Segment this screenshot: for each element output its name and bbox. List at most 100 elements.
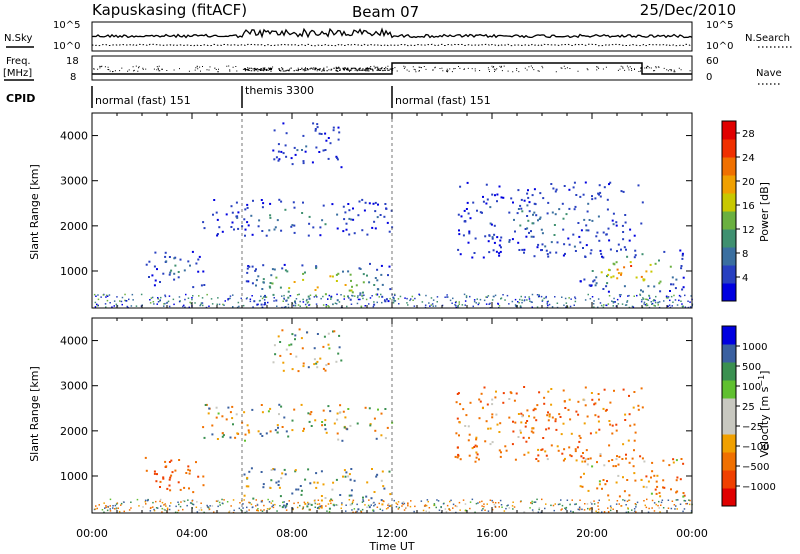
range-cell bbox=[683, 494, 686, 497]
range-cell bbox=[632, 406, 635, 409]
range-cell bbox=[329, 142, 332, 145]
range-cell bbox=[551, 306, 554, 308]
range-cell bbox=[454, 301, 457, 304]
range-cell bbox=[244, 433, 247, 436]
range-cell bbox=[332, 330, 334, 333]
range-cell bbox=[283, 298, 285, 300]
range-cell bbox=[644, 304, 647, 306]
range-cell bbox=[268, 508, 271, 510]
range-cell bbox=[585, 244, 588, 247]
range-cell bbox=[333, 330, 336, 333]
range-cell bbox=[159, 281, 161, 283]
range-cell bbox=[573, 208, 576, 211]
range-cell bbox=[647, 299, 650, 301]
range-cell bbox=[291, 429, 294, 432]
colorbar-tick-label: −100 bbox=[742, 442, 769, 453]
range-cell bbox=[178, 459, 181, 461]
range-cell bbox=[672, 461, 675, 464]
range-cell bbox=[533, 255, 536, 258]
range-cell bbox=[537, 243, 540, 246]
range-cell bbox=[368, 407, 371, 410]
range-cell bbox=[307, 295, 310, 298]
range-cell bbox=[519, 429, 522, 432]
range-cell bbox=[380, 479, 383, 482]
range-cell bbox=[157, 301, 160, 303]
range-cell bbox=[189, 502, 192, 504]
range-cell bbox=[202, 484, 205, 487]
range-cell bbox=[459, 403, 462, 406]
range-cell bbox=[531, 306, 533, 308]
range-cell bbox=[658, 301, 661, 303]
range-cell bbox=[469, 295, 471, 298]
range-cell bbox=[574, 450, 577, 453]
range-cell bbox=[394, 294, 396, 296]
range-cell bbox=[536, 246, 539, 249]
range-cell bbox=[469, 217, 472, 220]
range-cell bbox=[560, 499, 562, 501]
range-cell bbox=[149, 302, 152, 304]
range-cell bbox=[347, 295, 349, 298]
range-cell bbox=[202, 304, 204, 307]
range-cell bbox=[622, 190, 625, 193]
range-cell bbox=[171, 471, 174, 474]
range-cell bbox=[524, 296, 526, 298]
range-cell bbox=[395, 502, 397, 504]
range-cell bbox=[120, 502, 123, 505]
range-cell bbox=[309, 294, 312, 296]
range-cell bbox=[327, 137, 330, 139]
range-cell bbox=[601, 511, 603, 513]
range-cell bbox=[370, 497, 373, 500]
range-cell bbox=[452, 503, 455, 506]
y-tick-label: 2000 bbox=[60, 220, 88, 233]
range-cell bbox=[302, 430, 305, 432]
range-cell bbox=[582, 457, 585, 460]
range-cell bbox=[545, 295, 547, 298]
range-cell bbox=[336, 293, 338, 296]
range-cell bbox=[259, 432, 262, 435]
range-cell bbox=[256, 504, 259, 506]
range-cell bbox=[226, 501, 229, 503]
range-cell bbox=[223, 499, 225, 501]
range-cell bbox=[602, 306, 605, 308]
range-cell bbox=[663, 300, 665, 302]
range-cell bbox=[321, 421, 324, 423]
range-cell bbox=[191, 500, 193, 502]
range-cell bbox=[255, 505, 257, 507]
range-cell bbox=[604, 483, 607, 486]
range-cell bbox=[287, 303, 290, 306]
range-cell bbox=[316, 507, 319, 510]
range-cell bbox=[643, 303, 645, 305]
range-cell bbox=[656, 474, 659, 477]
range-cell bbox=[252, 199, 254, 202]
range-cell bbox=[287, 306, 290, 309]
range-cell bbox=[561, 452, 564, 455]
range-cell bbox=[381, 503, 384, 506]
range-cell bbox=[348, 289, 351, 292]
range-cell bbox=[471, 447, 474, 450]
range-cell bbox=[485, 303, 488, 305]
range-cell bbox=[414, 505, 416, 508]
range-cell bbox=[641, 201, 644, 204]
colorbar-swatch bbox=[722, 193, 736, 212]
range-cell bbox=[579, 241, 582, 244]
range-cell bbox=[623, 490, 626, 493]
range-cell bbox=[481, 500, 483, 503]
range-cell bbox=[403, 502, 406, 505]
range-cell bbox=[314, 501, 316, 504]
range-cell bbox=[249, 300, 252, 303]
range-cell bbox=[169, 505, 171, 507]
range-cell bbox=[153, 303, 155, 305]
range-cell bbox=[593, 279, 596, 282]
range-cell bbox=[527, 451, 530, 454]
range-cell bbox=[130, 305, 133, 307]
range-cell bbox=[634, 249, 637, 252]
range-cell bbox=[387, 300, 390, 303]
range-cell bbox=[641, 457, 644, 460]
range-cell bbox=[394, 300, 397, 302]
range-cell bbox=[221, 498, 223, 501]
range-cell bbox=[523, 453, 526, 456]
range-cell bbox=[605, 285, 608, 288]
range-cell bbox=[634, 510, 636, 512]
range-cell bbox=[262, 202, 265, 205]
range-cell bbox=[487, 510, 490, 512]
